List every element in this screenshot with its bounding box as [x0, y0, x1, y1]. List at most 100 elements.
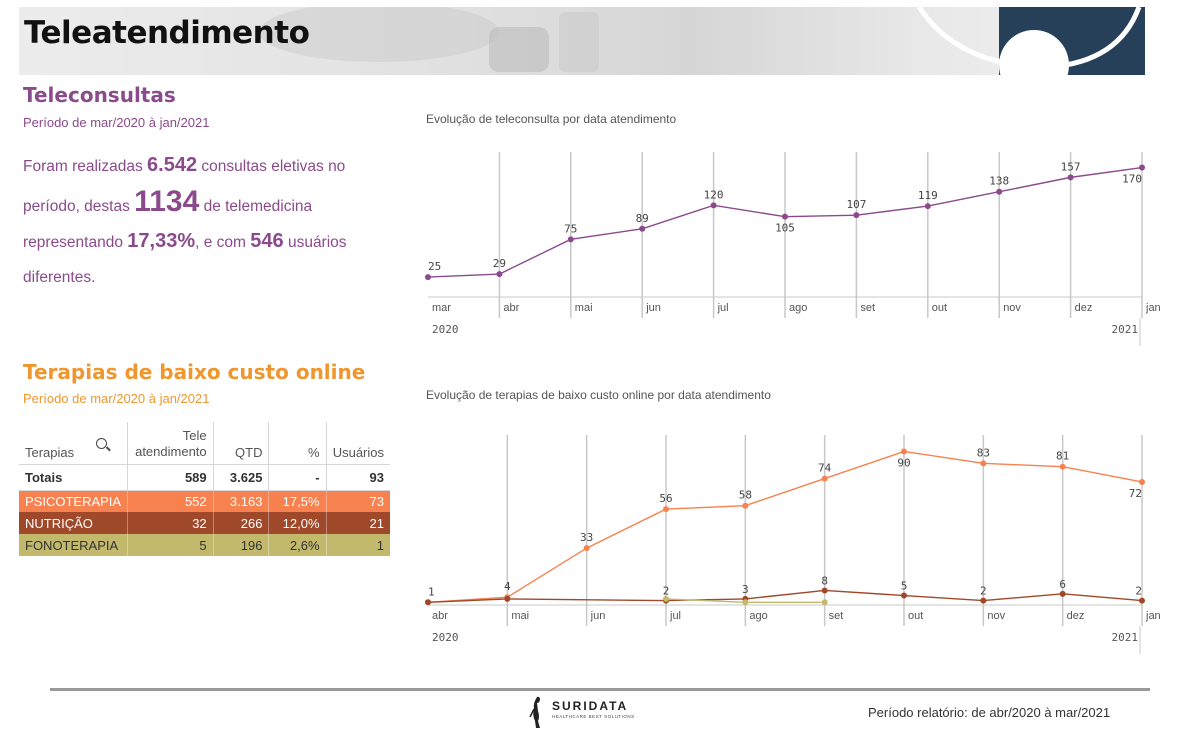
data-label: 170 — [1122, 173, 1142, 186]
table-cell: 1 — [376, 537, 384, 553]
x-tick-label: jan — [1145, 610, 1161, 622]
table-row[interactable]: FONOTERAPIA 5 196 2,6% 1 — [19, 534, 390, 556]
data-label: 120 — [704, 188, 724, 201]
data-point — [425, 274, 431, 281]
data-label: 74 — [818, 462, 832, 475]
data-label: 90 — [897, 456, 910, 469]
x-year-label: 2021 — [1112, 323, 1139, 336]
table-cell: 196 — [213, 534, 270, 556]
data-point — [980, 460, 987, 467]
table-cell: 2,6% — [268, 534, 327, 556]
table-row[interactable]: PSICOTERAPIA 552 3.163 17,5% 73 — [19, 490, 390, 512]
x-tick-label: mai — [511, 610, 529, 622]
data-point — [710, 202, 717, 209]
teleconsulta-line-chart: mar abr mai jun jul ago set out nov dez jan 2020 202… — [425, 152, 1161, 346]
total-consultas: 6.542 — [147, 154, 198, 176]
teleconsultas-title: Teleconsultas — [23, 83, 176, 107]
usuarios-count: 546 — [250, 230, 284, 252]
table-cell: 5 — [127, 534, 214, 556]
telemedicina-percent: 17,33% — [127, 230, 196, 252]
data-label: 119 — [918, 189, 938, 202]
table-cell: - — [268, 464, 327, 491]
data-point — [980, 597, 987, 604]
footer-divider — [50, 688, 1150, 691]
data-point — [583, 545, 590, 552]
data-point — [821, 599, 828, 606]
search-icon[interactable] — [96, 437, 108, 449]
x-year-label: 2020 — [432, 631, 459, 644]
data-point — [853, 212, 860, 219]
x-tick-label: ago — [749, 610, 767, 622]
x-tick-label: jan — [1145, 302, 1161, 314]
data-point — [1139, 597, 1145, 604]
col-header-tele[interactable]: Tele atendimento — [127, 422, 214, 465]
data-point — [425, 599, 431, 606]
x-tick-label: nov — [987, 610, 1005, 622]
table-header-row: Terapias Tele atendimento QTD % Usuários — [19, 422, 390, 465]
chart-title: Evolução de terapias de baixo custo onli… — [426, 388, 771, 402]
table-cell: 32 — [127, 512, 214, 534]
summary-text: consultas eletivas no período, destas — [23, 158, 346, 215]
report-period: Período relatório: de abr/2020 à mar/202… — [868, 705, 1111, 720]
data-label: 2 — [980, 585, 987, 598]
x-tick-label: jun — [645, 302, 661, 314]
table-cell: 552 — [127, 490, 214, 512]
terapias-period: Período de mar/2020 à jan/2021 — [23, 391, 210, 406]
x-tick-label: ago — [789, 302, 807, 314]
col-header-percent[interactable]: % — [268, 422, 327, 465]
logo-tagline: HEALTHCARE BEST SOLUTIONS — [552, 714, 635, 719]
data-label: 33 — [580, 531, 593, 544]
table-row[interactable]: NUTRIÇÃO 32 266 12,0% 21 — [19, 512, 390, 534]
table-cell: FONOTERAPIA — [19, 534, 129, 556]
summary-text: , e com — [195, 234, 251, 251]
col-header-qtd[interactable]: QTD — [213, 422, 270, 465]
x-tick-label: mar — [432, 302, 451, 314]
data-label: 89 — [636, 212, 649, 225]
data-point — [901, 592, 907, 599]
table-cell: PSICOTERAPIA — [19, 490, 129, 512]
x-tick-label: nov — [1003, 302, 1021, 314]
data-point — [821, 587, 828, 594]
data-label: 25 — [428, 260, 441, 273]
col-header-usuarios[interactable]: Usuários — [326, 422, 390, 465]
data-label: 56 — [659, 492, 672, 505]
data-point — [504, 595, 511, 602]
page-title: Teleatendimento — [24, 15, 310, 51]
x-tick-label: jun — [590, 610, 606, 622]
data-point — [1059, 590, 1066, 597]
x-year-label: 2020 — [432, 323, 459, 336]
data-point — [924, 203, 931, 210]
data-point — [782, 213, 788, 220]
table-cell: 93 — [326, 464, 390, 491]
data-point — [742, 599, 749, 606]
data-label: 75 — [564, 222, 577, 235]
data-label: 5 — [901, 580, 908, 593]
x-tick-label: abr — [432, 610, 448, 622]
totals-row: Totais 589 3.625 - 93 — [19, 464, 390, 491]
chart-title: Evolução de teleconsulta por data atendi… — [426, 112, 677, 126]
data-point — [663, 506, 669, 513]
series-line — [427, 589, 1143, 604]
summary-text: usuários diferentes. — [23, 234, 347, 286]
data-label: 107 — [846, 198, 866, 211]
data-label: 81 — [1056, 450, 1069, 463]
data-label: 157 — [1061, 160, 1081, 173]
table-cell: 73 — [369, 493, 384, 509]
col-header-terapias[interactable]: Terapias — [19, 422, 129, 465]
data-point — [1067, 174, 1074, 181]
data-point — [639, 225, 646, 232]
x-tick-label: set — [829, 610, 844, 622]
table-cell: 3.163 — [213, 490, 270, 512]
x-tick-label: jul — [669, 610, 681, 622]
data-label: 3 — [742, 583, 749, 596]
data-label: 29 — [493, 257, 506, 270]
data-label: 4 — [504, 580, 511, 593]
banner-decoration — [259, 7, 1145, 75]
data-label: 8 — [821, 574, 828, 587]
x-tick-label: dez — [1075, 302, 1093, 314]
header-banner: Teleatendimento — [19, 7, 1145, 75]
header-label: Terapias — [25, 444, 75, 460]
table-cell: 12,0% — [268, 512, 327, 534]
summary-text: de telemedicina representando — [23, 198, 313, 251]
table-cell: 266 — [213, 512, 270, 534]
